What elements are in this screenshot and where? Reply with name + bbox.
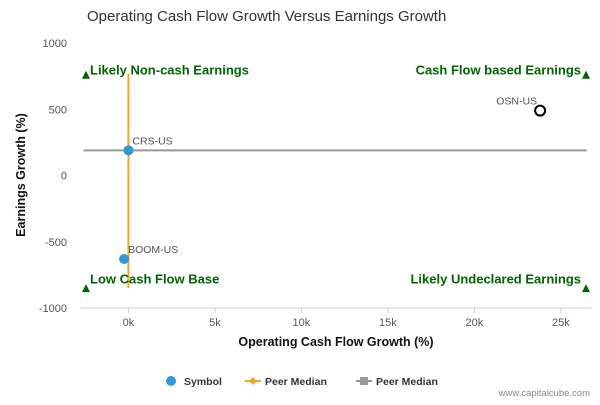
x-tick-label: 25k xyxy=(552,317,570,329)
x-axis-title: Operating Cash Flow Growth (%) xyxy=(238,335,433,349)
x-tick-label: 20k xyxy=(466,317,484,329)
data-point xyxy=(123,145,134,156)
x-tick-label: 15k xyxy=(379,317,397,329)
quadrant-label: Likely Non-cash Earnings xyxy=(90,62,249,77)
quadrant-label: Cash Flow based Earnings xyxy=(416,62,581,77)
point-label: OSN-US xyxy=(496,96,537,108)
credit-text: www.capitalcube.com xyxy=(498,388,590,399)
x-tick-label: 10k xyxy=(293,317,311,329)
x-tick-label: 5k xyxy=(209,317,221,329)
y-tick-label: 500 xyxy=(49,104,67,116)
quadrant-label: Likely Undeclared Earnings xyxy=(410,272,581,287)
y-tick-label: 0 xyxy=(61,171,67,183)
x-tick-label: 0k xyxy=(123,317,135,329)
legend-square-marker xyxy=(360,377,368,385)
chart-title: Operating Cash Flow Growth Versus Earnin… xyxy=(87,8,446,25)
data-point xyxy=(534,104,547,117)
data-point xyxy=(119,253,130,264)
quadrant-marker-icon xyxy=(82,70,90,79)
y-tick-label: 1000 xyxy=(43,38,67,50)
legend-label: Symbol xyxy=(184,376,222,388)
plot-area: 0k 5k 10k 15k 20k 25k 1000 500 0 -500 -1000 Likely … xyxy=(39,38,592,329)
point-label: CRS-US xyxy=(132,135,172,147)
legend-diamond-marker xyxy=(249,377,257,385)
point-label: BOOM-US xyxy=(128,244,178,256)
quadrant-label: Low Cash Flow Base xyxy=(90,272,219,287)
y-axis-title: Earnings Growth (%) xyxy=(14,113,28,237)
quadrant-marker-icon xyxy=(582,284,590,293)
legend: Symbol Peer Median Peer Median xyxy=(166,376,438,388)
legend-label: Peer Median xyxy=(265,376,327,388)
legend-symbol-marker xyxy=(166,376,176,386)
quadrant-marker-icon xyxy=(582,70,590,79)
quadrant-marker-icon xyxy=(82,284,90,293)
y-tick-label: -1000 xyxy=(39,303,67,315)
legend-label: Peer Median xyxy=(376,376,438,388)
y-tick-label: -500 xyxy=(45,237,67,249)
